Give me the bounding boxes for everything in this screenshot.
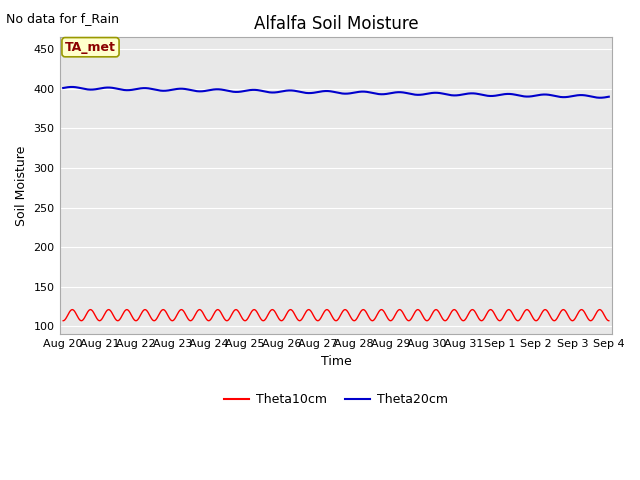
Y-axis label: Soil Moisture: Soil Moisture: [15, 145, 28, 226]
Text: TA_met: TA_met: [65, 41, 116, 54]
Text: No data for f_Rain: No data for f_Rain: [6, 12, 120, 25]
Title: Alfalfa Soil Moisture: Alfalfa Soil Moisture: [253, 15, 419, 33]
X-axis label: Time: Time: [321, 355, 351, 368]
Legend: Theta10cm, Theta20cm: Theta10cm, Theta20cm: [220, 388, 452, 411]
